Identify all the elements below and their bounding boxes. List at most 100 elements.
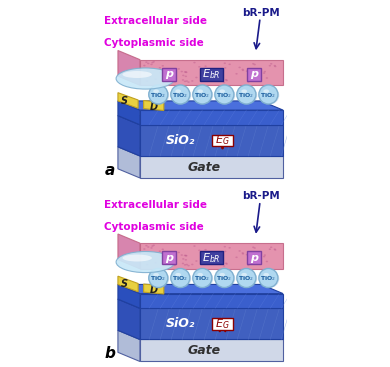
Text: Gate: Gate — [188, 161, 221, 174]
Text: TiO$_2$: TiO$_2$ — [238, 275, 254, 283]
Ellipse shape — [237, 270, 257, 288]
Ellipse shape — [147, 246, 149, 248]
Ellipse shape — [177, 68, 180, 70]
Text: b: b — [104, 346, 115, 361]
Ellipse shape — [217, 79, 219, 80]
Ellipse shape — [143, 248, 145, 250]
Ellipse shape — [215, 269, 234, 288]
Polygon shape — [140, 294, 283, 308]
Ellipse shape — [219, 90, 225, 93]
Ellipse shape — [146, 80, 148, 82]
Ellipse shape — [263, 72, 265, 74]
Text: SiO₂: SiO₂ — [166, 134, 195, 147]
Text: TiO$_2$: TiO$_2$ — [172, 91, 188, 100]
Text: $E_G$: $E_G$ — [215, 134, 230, 147]
Ellipse shape — [270, 247, 272, 248]
Text: TiO$_2$: TiO$_2$ — [194, 91, 211, 100]
Ellipse shape — [225, 262, 227, 264]
Ellipse shape — [122, 255, 152, 261]
Ellipse shape — [193, 269, 212, 288]
Ellipse shape — [237, 269, 256, 288]
Polygon shape — [118, 234, 140, 269]
Text: TiO$_2$: TiO$_2$ — [238, 91, 254, 100]
Ellipse shape — [159, 67, 161, 69]
Ellipse shape — [263, 256, 265, 257]
Ellipse shape — [184, 71, 186, 73]
Ellipse shape — [223, 265, 225, 267]
Ellipse shape — [259, 270, 279, 288]
Ellipse shape — [241, 69, 244, 70]
Polygon shape — [118, 101, 140, 125]
Ellipse shape — [149, 269, 168, 288]
Ellipse shape — [146, 264, 148, 265]
Polygon shape — [118, 101, 283, 110]
Ellipse shape — [215, 86, 235, 105]
Ellipse shape — [144, 72, 146, 73]
Ellipse shape — [171, 86, 191, 105]
Ellipse shape — [149, 76, 151, 77]
Ellipse shape — [263, 273, 269, 276]
Ellipse shape — [255, 258, 257, 260]
Ellipse shape — [215, 85, 234, 104]
Ellipse shape — [259, 86, 279, 105]
Text: S: S — [121, 279, 128, 289]
FancyBboxPatch shape — [212, 135, 233, 146]
Ellipse shape — [181, 71, 183, 72]
Ellipse shape — [198, 66, 200, 68]
Ellipse shape — [181, 254, 183, 256]
Text: TiO$_2$: TiO$_2$ — [194, 275, 211, 283]
Text: bR-PM: bR-PM — [242, 191, 280, 201]
Ellipse shape — [197, 90, 203, 93]
Text: TiO$_2$: TiO$_2$ — [150, 275, 167, 283]
Ellipse shape — [147, 63, 149, 64]
Polygon shape — [140, 308, 283, 339]
Ellipse shape — [159, 72, 161, 73]
Ellipse shape — [252, 79, 254, 80]
Ellipse shape — [224, 251, 227, 252]
FancyBboxPatch shape — [162, 68, 176, 81]
Polygon shape — [118, 299, 140, 339]
Ellipse shape — [252, 63, 254, 65]
Ellipse shape — [177, 251, 180, 253]
Ellipse shape — [144, 255, 146, 257]
Ellipse shape — [219, 273, 225, 276]
Ellipse shape — [254, 64, 256, 65]
Ellipse shape — [170, 71, 172, 73]
Text: Cytoplasmic side: Cytoplasmic side — [104, 222, 204, 232]
Ellipse shape — [254, 247, 256, 249]
Ellipse shape — [229, 247, 231, 248]
Ellipse shape — [273, 248, 276, 250]
Polygon shape — [118, 299, 283, 308]
Ellipse shape — [255, 78, 258, 80]
Ellipse shape — [247, 265, 250, 266]
Text: Cytoplasmic side: Cytoplasmic side — [104, 38, 204, 48]
Ellipse shape — [185, 255, 188, 257]
Ellipse shape — [150, 63, 153, 65]
Ellipse shape — [238, 67, 241, 68]
Ellipse shape — [145, 245, 147, 247]
Polygon shape — [118, 147, 140, 178]
FancyBboxPatch shape — [162, 251, 176, 264]
Ellipse shape — [187, 81, 190, 83]
Ellipse shape — [193, 62, 196, 63]
Ellipse shape — [193, 245, 196, 247]
Ellipse shape — [122, 71, 152, 78]
Ellipse shape — [191, 264, 193, 265]
Ellipse shape — [170, 255, 172, 257]
Ellipse shape — [191, 80, 193, 82]
Polygon shape — [140, 339, 283, 361]
Ellipse shape — [182, 79, 184, 81]
Ellipse shape — [174, 73, 176, 75]
Ellipse shape — [153, 90, 159, 93]
Ellipse shape — [185, 71, 187, 73]
Ellipse shape — [215, 270, 235, 288]
Text: TiO$_2$: TiO$_2$ — [216, 275, 232, 283]
FancyBboxPatch shape — [212, 318, 233, 330]
Polygon shape — [118, 330, 140, 361]
Ellipse shape — [147, 252, 149, 254]
Text: a: a — [105, 163, 115, 178]
Ellipse shape — [149, 270, 169, 288]
Ellipse shape — [193, 86, 213, 105]
Polygon shape — [118, 50, 140, 86]
Polygon shape — [140, 243, 283, 269]
